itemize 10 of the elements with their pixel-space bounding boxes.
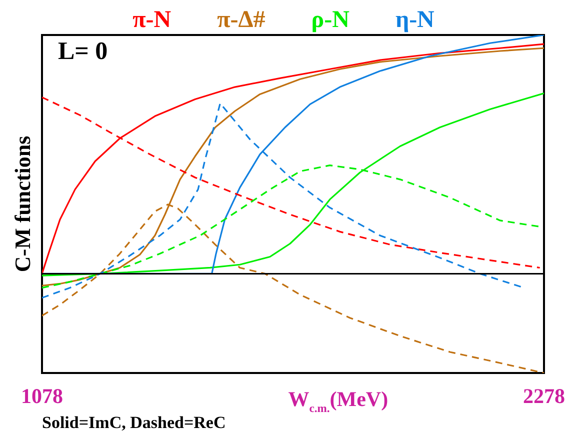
text: ρ-N xyxy=(311,7,350,33)
text: π-N xyxy=(132,7,172,33)
x-tick-label: 1078 xyxy=(21,384,63,408)
annotation: L= 0 xyxy=(58,38,108,66)
y-axis-title: C-M functions xyxy=(10,135,35,272)
text: Solid=ImC, Dashed=ReC xyxy=(42,413,226,432)
x-tick-label: 2278 xyxy=(523,384,565,408)
x-axis-title: W$_{c.m.}$(MeV) xyxy=(288,387,388,415)
series-label: η-N xyxy=(395,7,434,33)
text: π-Δ# xyxy=(217,7,266,33)
